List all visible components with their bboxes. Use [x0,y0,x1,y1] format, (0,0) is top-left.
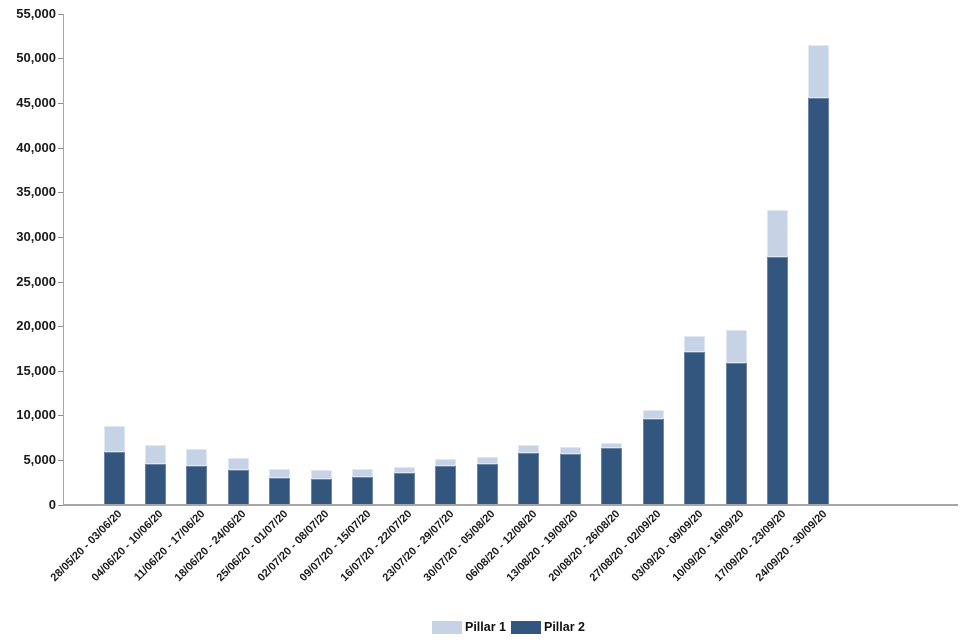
bar-segment-pillar1 [518,445,540,453]
y-axis-tick-mark [58,415,64,417]
bar-segment-pillar1 [559,447,581,455]
bar-segment-pillar1 [352,468,374,477]
bar-segment-pillar1 [725,330,747,363]
bar-segment-pillar1 [227,457,249,470]
legend-swatch-icon [511,620,541,634]
y-axis-tick-label: 40,000 [16,139,56,155]
bar-segment-pillar2 [103,452,125,505]
bar-segment-pillar2 [642,418,664,505]
bar-segment-pillar1 [601,442,623,449]
y-axis-tick-label: 15,000 [16,362,56,378]
legend-item-pillar-2: Pillar 2 [511,620,585,634]
bar-segment-pillar2 [808,97,830,505]
legend-swatch-icon [432,620,462,634]
bar-segment-pillar2 [476,464,498,505]
bar-segment-pillar2 [684,352,706,505]
x-axis-line [63,504,958,506]
y-axis-line [63,14,64,505]
bar-segment-pillar2 [310,478,332,505]
y-axis-tick-label: 55,000 [16,5,56,21]
bar-segment-pillar1 [684,335,706,353]
y-axis-tick-label: 50,000 [16,50,56,66]
bar-segment-pillar2 [352,477,374,505]
y-axis-tick-mark [58,326,64,328]
bar-segment-pillar1 [435,459,457,467]
y-axis-tick-label: 25,000 [16,273,56,289]
legend: Pillar 1 Pillar 2 [64,618,958,636]
bar-segment-pillar1 [103,426,125,452]
y-axis-tick-mark [58,370,64,372]
y-axis-tick-label: 20,000 [16,318,56,334]
bar-segment-pillar2 [518,452,540,505]
bar-segment-pillar2 [269,477,291,505]
y-axis-tick-label: 45,000 [16,94,56,110]
bar-segment-pillar2 [393,473,415,505]
bar-segment-pillar1 [767,210,789,257]
y-axis-tick-mark [58,102,64,104]
bar-segment-pillar2 [227,469,249,505]
bar-segment-pillar1 [269,468,291,478]
y-axis-tick-mark [58,460,64,462]
legend-label: Pillar 2 [544,620,585,634]
y-axis-tick-mark [58,147,64,149]
bar-segment-pillar2 [601,448,623,505]
y-axis-tick-label: 5,000 [23,452,56,468]
bar-segment-pillar1 [144,444,166,464]
legend-item-pillar-1: Pillar 1 [432,620,506,634]
bar-segment-pillar2 [186,465,208,505]
legend-label: Pillar 1 [465,620,506,634]
bar-segment-pillar1 [642,410,664,419]
bar-segment-pillar2 [767,256,789,505]
y-axis-tick-label: 35,000 [16,184,56,200]
y-axis-tick-mark [58,58,64,60]
y-axis-tick-label: 10,000 [16,407,56,423]
y-axis-tick-mark [58,192,64,194]
bar-segment-pillar2 [559,454,581,505]
bar-segment-pillar2 [144,463,166,505]
y-axis-tick-label: 30,000 [16,228,56,244]
bar-segment-pillar1 [808,44,830,98]
y-axis-tick-label: 0 [48,496,56,512]
bar-segment-pillar1 [393,466,415,473]
y-axis-tick-mark [58,281,64,283]
bar-segment-pillar1 [186,449,208,466]
bar-segment-pillar2 [435,466,457,505]
bar-segment-pillar1 [310,469,332,479]
y-axis-tick-mark [58,236,64,238]
bar-segment-pillar2 [725,362,747,505]
bar-segment-pillar1 [476,456,498,465]
y-axis-tick-mark [58,13,64,15]
y-axis-tick-mark [58,504,64,506]
